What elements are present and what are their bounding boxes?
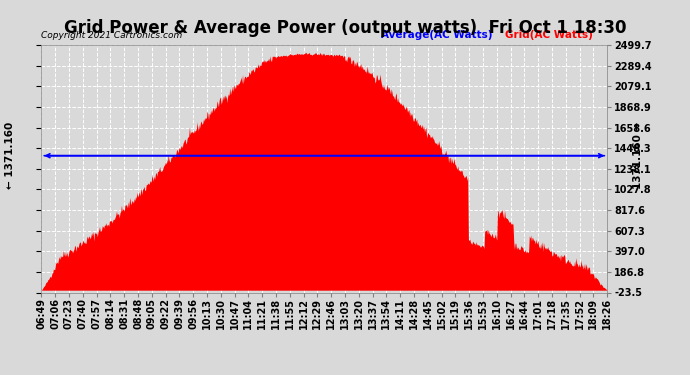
Text: Grid Power & Average Power (output watts)  Fri Oct 1 18:30: Grid Power & Average Power (output watts…: [63, 19, 627, 37]
Text: 1371.160 →: 1371.160 →: [633, 122, 643, 189]
Text: ← 1371.160: ← 1371.160: [6, 122, 15, 189]
Text: Copyright 2021 Cartronics.com: Copyright 2021 Cartronics.com: [41, 31, 183, 40]
Text: Grid(AC Watts): Grid(AC Watts): [505, 30, 593, 40]
Text: Average(AC Watts): Average(AC Watts): [381, 30, 493, 40]
